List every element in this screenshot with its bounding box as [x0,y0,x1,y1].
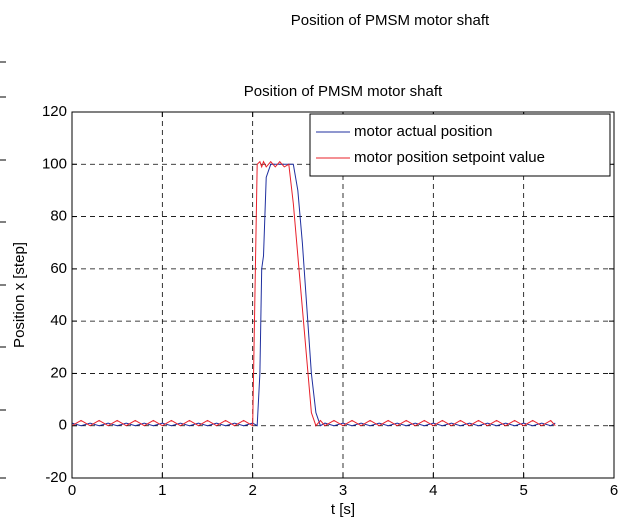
x-tick-label: 4 [429,482,437,499]
legend: motor actual position motor position setp… [309,113,611,177]
chart-title: Position of PMSM motor shaft [244,83,443,100]
x-tick-label: 3 [339,482,347,499]
y-tick-label: 40 [50,312,67,329]
cropped-axis-ticks [0,61,6,479]
y-tick-label: 0 [59,417,67,434]
y-tick-label: 20 [50,364,67,381]
y-tick-label: 80 [50,208,67,225]
x-axis-label: t [s] [331,501,355,518]
plot-frame [71,111,615,479]
x-tick-label: 2 [248,482,256,499]
y-tick-label: -20 [45,469,67,486]
legend-label: motor position setpoint value [354,149,545,166]
x-tick-label: 6 [610,482,618,499]
data-line [71,160,556,427]
data-line [71,163,556,427]
y-tick-label: 120 [42,103,67,120]
y-tick-label: 100 [42,155,67,172]
x-tick-label: 1 [158,482,166,499]
legend-label: motor actual position [354,123,492,140]
figure-title: Position of PMSM motor shaft [291,12,490,29]
legend-box [309,113,611,177]
y-axis-label: Position x [step] [11,242,28,348]
x-tick-label: 0 [68,482,76,499]
y-tick-label: 60 [50,260,67,277]
x-tick-label: 5 [519,482,527,499]
